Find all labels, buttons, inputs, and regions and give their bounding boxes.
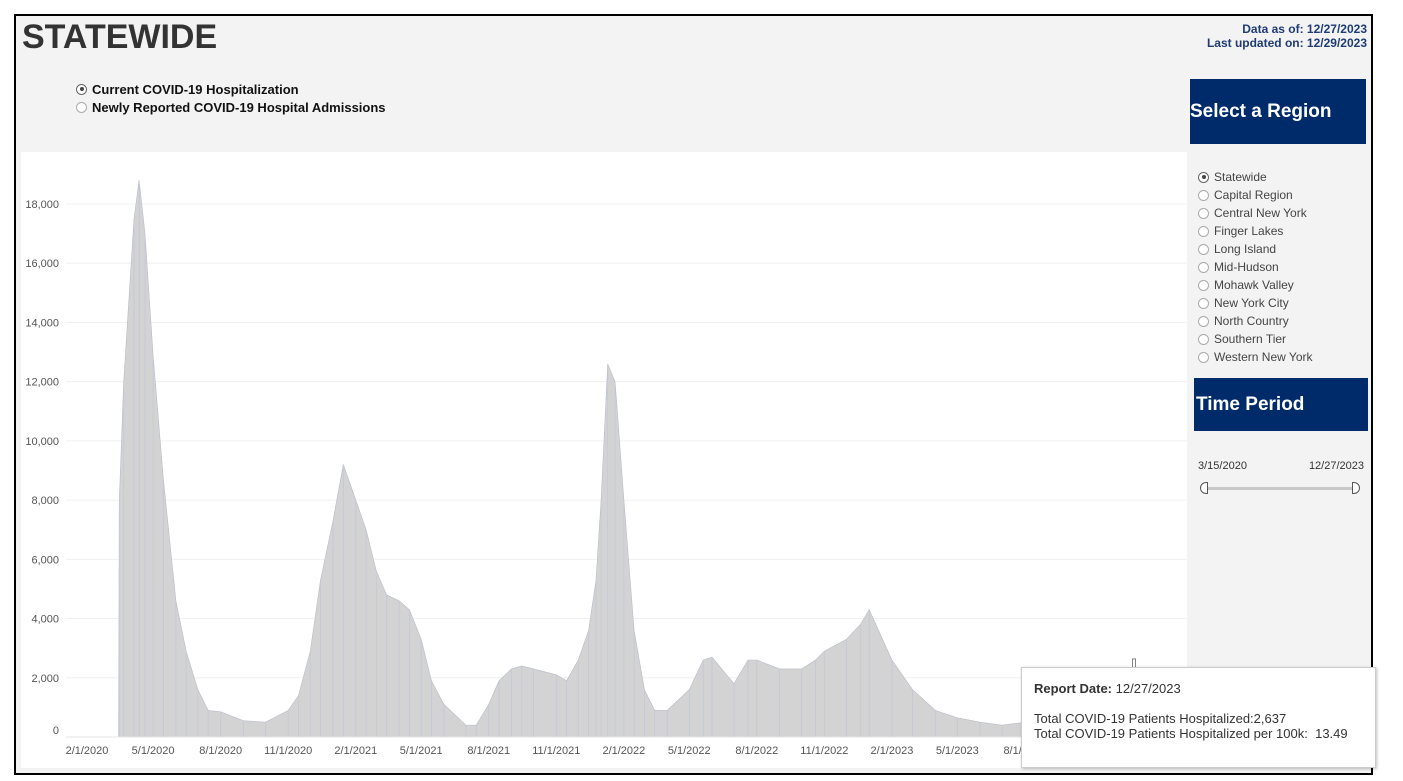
radio-icon[interactable]	[76, 101, 87, 113]
page-title: STATEWIDE	[22, 18, 218, 56]
region-label: North Country	[1214, 314, 1289, 328]
tooltip-per100k-label: Total COVID-19 Patients Hospitalized per…	[1034, 726, 1308, 741]
region-option-central-new-york[interactable]: Central New York	[1198, 204, 1313, 222]
x-tick-label: 8/1/2022	[735, 745, 778, 757]
region-option-finger-lakes[interactable]: Finger Lakes	[1198, 222, 1313, 240]
radio-icon[interactable]	[1198, 189, 1209, 201]
x-tick-label: 2/1/2021	[334, 745, 377, 757]
x-tick-label: 8/1/2020	[199, 745, 242, 757]
radio-icon[interactable]	[1198, 243, 1209, 255]
region-option-long-island[interactable]: Long Island	[1198, 240, 1313, 258]
radio-icon[interactable]	[1198, 297, 1209, 309]
end-date: 12/27/2023	[1308, 460, 1364, 472]
dashboard-frame: STATEWIDE Data as of: 12/27/2023 Last up…	[14, 14, 1373, 775]
region-option-southern-tier[interactable]: Southern Tier	[1198, 330, 1313, 348]
time-period-header: Time Period	[1194, 378, 1368, 431]
radio-icon[interactable]	[1198, 279, 1209, 291]
y-tick-label: 8,000	[31, 495, 59, 507]
x-tick-label: 8/1/2021	[467, 745, 510, 757]
tooltip-date-label: Report Date:	[1034, 681, 1113, 696]
region-option-north-country[interactable]: North Country	[1198, 312, 1313, 330]
slider-start-handle[interactable]	[1200, 482, 1208, 494]
region-label: Capital Region	[1214, 188, 1293, 202]
x-tick-label: 5/1/2021	[400, 745, 443, 757]
region-option-statewide[interactable]: Statewide	[1198, 168, 1313, 186]
x-tick-label: 2/1/2020	[66, 745, 109, 757]
tooltip-total-row: Total COVID-19 Patients Hospitalized:2,6…	[1034, 711, 1286, 726]
region-option-capital-region[interactable]: Capital Region	[1198, 186, 1313, 204]
y-tick-label: 0	[53, 725, 59, 737]
x-tick-label: 5/1/2022	[668, 745, 711, 757]
metric-option-current-hospitalization[interactable]: Current COVID-19 Hospitalization	[76, 80, 386, 98]
radio-selected-icon[interactable]	[1198, 171, 1209, 183]
option-label: Current COVID-19 Hospitalization	[92, 81, 299, 97]
region-list: Statewide Capital Region Central New York F…	[1198, 168, 1313, 366]
hospitalization-area	[118, 180, 1134, 738]
data-dates: Data as of: 12/27/2023 Last updated on: …	[1207, 22, 1367, 50]
y-tick-label: 16,000	[25, 258, 59, 270]
region-label: Finger Lakes	[1214, 224, 1284, 238]
y-tick-label: 6,000	[31, 554, 59, 566]
region-label: Western New York	[1214, 350, 1313, 364]
region-label: Statewide	[1214, 170, 1267, 184]
region-option-western-new-york[interactable]: Western New York	[1198, 348, 1313, 366]
chart-tooltip: Report Date: 12/27/2023 Total COVID-19 P…	[1021, 667, 1376, 768]
time-period-title: Time Period	[1196, 393, 1305, 415]
chart-area: 0 2,000 4,000 6,000 8,000 10,000 12,000 14,000 1…	[21, 152, 1187, 768]
radio-icon[interactable]	[1198, 351, 1209, 363]
tooltip-date-row: Report Date: 12/27/2023	[1034, 681, 1181, 696]
y-tick-label: 10,000	[25, 436, 59, 448]
radio-icon[interactable]	[1198, 207, 1209, 219]
data-as-of: Data as of: 12/27/2023	[1242, 22, 1367, 36]
metric-selector: Current COVID-19 Hospitalization Newly R…	[76, 80, 386, 116]
x-tick-label: 11/1/2022	[800, 745, 848, 757]
x-tick-label: 11/1/2020	[264, 745, 312, 757]
region-label: Southern Tier	[1214, 332, 1287, 346]
radio-icon[interactable]	[1198, 333, 1209, 345]
y-tick-label: 18,000	[25, 199, 59, 211]
metric-option-new-admissions[interactable]: Newly Reported COVID-19 Hospital Admissi…	[76, 98, 386, 116]
tooltip-per100k: 13.49	[1315, 726, 1348, 741]
region-panel-header: Select a Region	[1190, 79, 1366, 144]
tooltip-date: 12/27/2023	[1115, 681, 1181, 696]
x-tick-label: 5/1/2020	[132, 745, 175, 757]
y-tick-label: 12,000	[25, 377, 59, 389]
start-date: 3/15/2020	[1198, 460, 1247, 472]
slider-track[interactable]	[1204, 487, 1356, 490]
radio-selected-icon[interactable]	[76, 83, 87, 95]
region-label: Mohawk Valley	[1214, 278, 1294, 292]
y-tick-label: 2,000	[31, 673, 59, 685]
region-panel-title: Select a Region	[1190, 100, 1332, 122]
x-tick-label: 2/1/2023	[871, 745, 914, 757]
radio-icon[interactable]	[1198, 225, 1209, 237]
y-tick-label: 4,000	[31, 614, 59, 626]
region-label: New York City	[1214, 296, 1289, 310]
radio-icon[interactable]	[1198, 315, 1209, 327]
last-updated: Last updated on: 12/29/2023	[1206, 36, 1367, 50]
region-label: Long Island	[1214, 242, 1277, 256]
y-tick-label: 14,000	[25, 317, 59, 329]
region-option-new-york-city[interactable]: New York City	[1198, 294, 1313, 312]
region-label: Central New York	[1214, 206, 1307, 220]
tooltip-total: 2,637	[1253, 711, 1287, 726]
option-label: Newly Reported COVID-19 Hospital Admissi…	[92, 99, 386, 115]
slider-end-handle[interactable]	[1352, 482, 1360, 494]
tooltip-per100k-row: Total COVID-19 Patients Hospitalized per…	[1034, 726, 1348, 741]
radio-icon[interactable]	[1198, 261, 1209, 273]
tooltip-total-label: Total COVID-19 Patients Hospitalized:	[1034, 711, 1254, 726]
time-period-range: 3/15/2020 12/27/2023	[1198, 460, 1364, 472]
hospitalization-chart[interactable]: 0 2,000 4,000 6,000 8,000 10,000 12,000 14,000 1…	[21, 152, 1187, 768]
region-option-mid-hudson[interactable]: Mid-Hudson	[1198, 258, 1313, 276]
region-option-mohawk-valley[interactable]: Mohawk Valley	[1198, 276, 1313, 294]
region-label: Mid-Hudson	[1214, 260, 1279, 274]
x-tick-label: 2/1/2022	[602, 745, 645, 757]
x-tick-label: 5/1/2023	[936, 745, 979, 757]
time-period-slider[interactable]	[1200, 482, 1360, 494]
x-tick-label: 11/1/2021	[532, 745, 580, 757]
